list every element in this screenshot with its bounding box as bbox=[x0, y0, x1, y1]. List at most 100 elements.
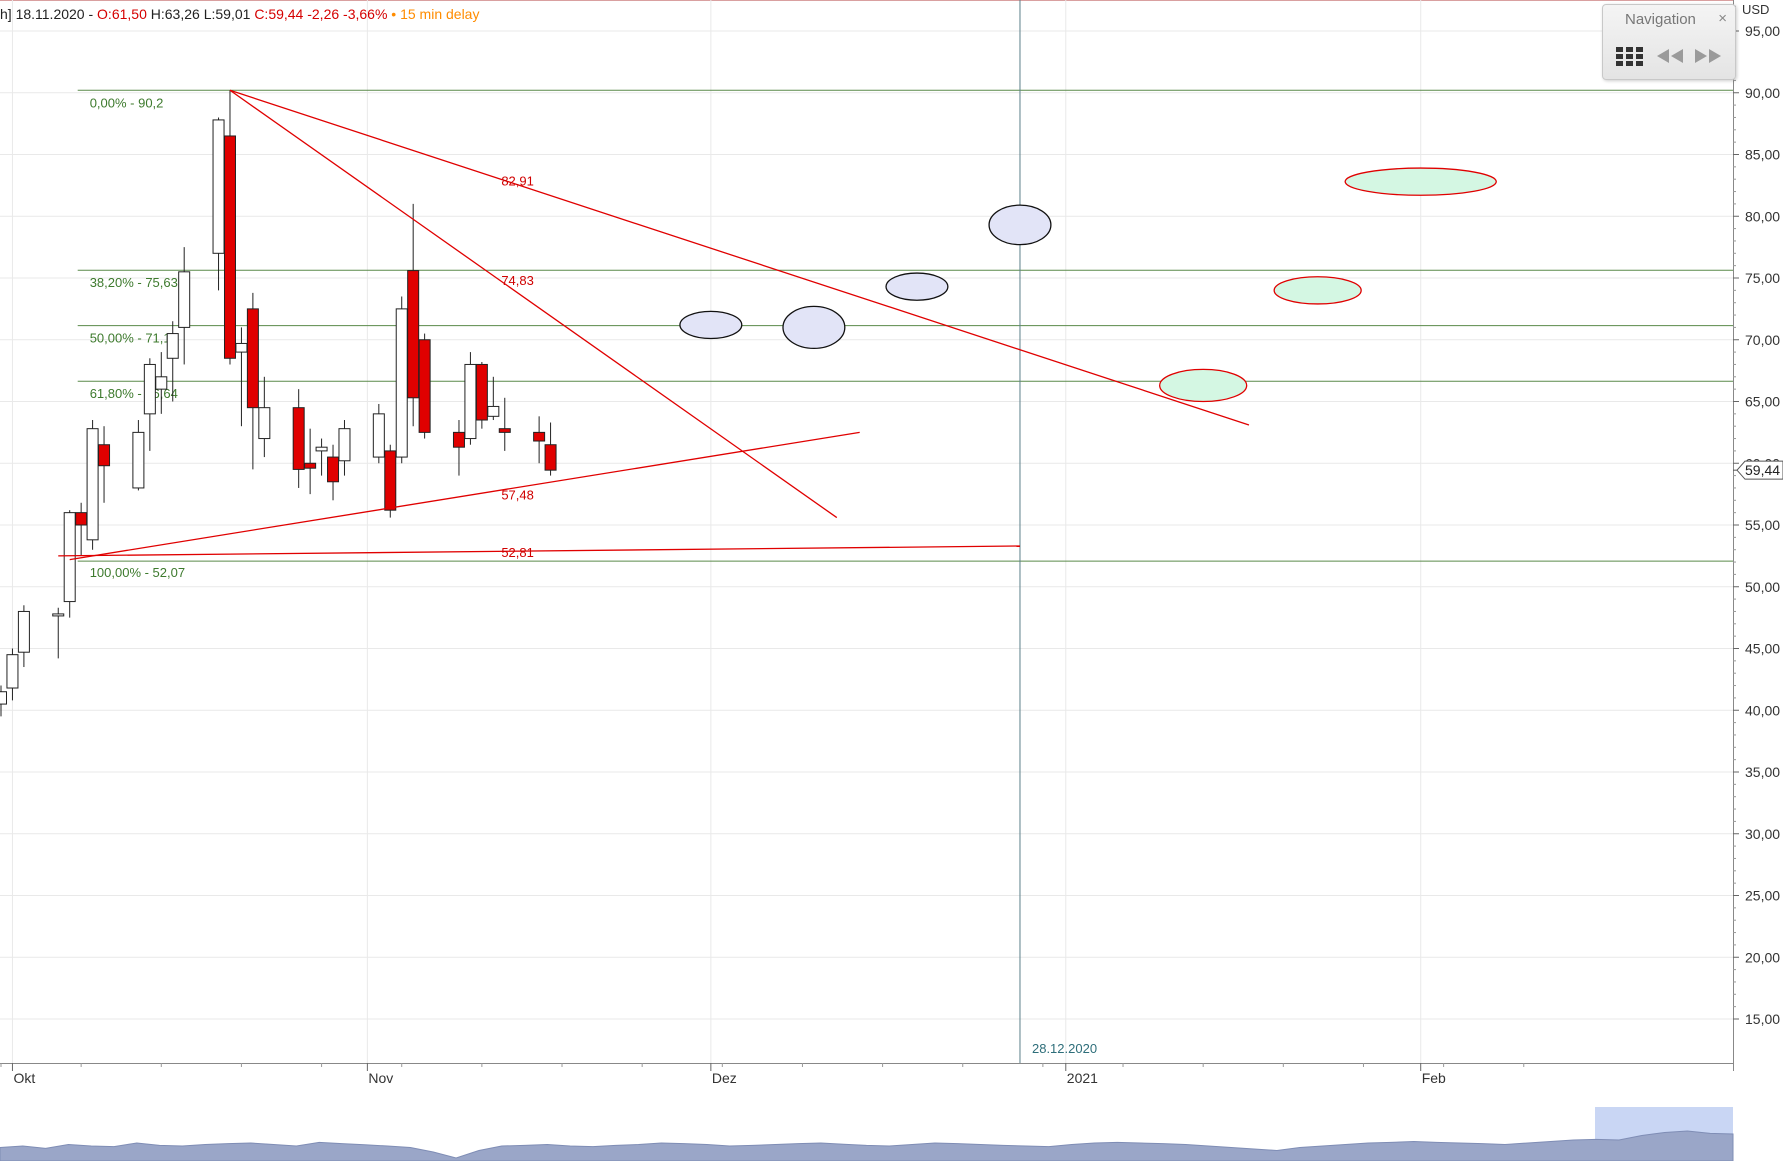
candle bbox=[235, 327, 248, 427]
y-tick-label: 65,00 bbox=[1745, 394, 1780, 410]
trendline-level-label: 57,48 bbox=[501, 487, 534, 502]
header-close: C:59,44 -2,26 -3,66% bbox=[254, 6, 388, 22]
candle-body bbox=[487, 405, 500, 417]
rewind-icon[interactable] bbox=[1655, 45, 1685, 67]
header-high: H:63,26 bbox=[150, 6, 200, 22]
candle-body bbox=[452, 431, 465, 448]
candle-body bbox=[235, 342, 248, 353]
candle-body bbox=[464, 363, 477, 440]
y-tick-label: 30,00 bbox=[1745, 826, 1780, 842]
candle bbox=[143, 358, 156, 451]
candle bbox=[52, 607, 65, 659]
candle-body bbox=[258, 407, 271, 440]
candle bbox=[395, 296, 408, 464]
y-tick-label: 95,00 bbox=[1745, 23, 1780, 39]
candle-body bbox=[132, 431, 145, 489]
candle-body bbox=[338, 428, 351, 462]
candle bbox=[407, 203, 420, 427]
candle-body bbox=[544, 444, 557, 471]
target-ellipse-green bbox=[1344, 167, 1497, 196]
target-ellipse-blue bbox=[988, 204, 1052, 246]
candle-body bbox=[498, 428, 511, 433]
candle bbox=[246, 292, 259, 470]
candle-body bbox=[223, 135, 236, 359]
close-icon[interactable]: × bbox=[1718, 10, 1727, 27]
navigation-panel[interactable]: Navigation × bbox=[1602, 4, 1736, 80]
header-open: O:61,50 bbox=[97, 6, 147, 22]
x-tick-label: Dez bbox=[712, 1070, 737, 1086]
delay-notice: 15 min delay bbox=[400, 6, 480, 22]
ohlc-header: h] 18.11.2020 - O:61,50 H:63,26 L:59,01 … bbox=[0, 6, 479, 22]
y-tick-label: 45,00 bbox=[1745, 641, 1780, 657]
y-tick-label: 50,00 bbox=[1745, 579, 1780, 595]
candle-body bbox=[372, 413, 385, 458]
y-tick-label: 85,00 bbox=[1745, 147, 1780, 163]
grid-icon[interactable] bbox=[1615, 45, 1645, 67]
fast-forward-icon[interactable] bbox=[1693, 45, 1723, 67]
candle-body bbox=[418, 339, 431, 433]
target-ellipse-green bbox=[1159, 368, 1248, 403]
trendline bbox=[229, 89, 838, 519]
candle-body bbox=[395, 308, 408, 458]
candle bbox=[98, 426, 111, 503]
header-low: L:59,01 bbox=[203, 6, 251, 22]
candle bbox=[292, 389, 305, 488]
candle-body bbox=[384, 450, 397, 511]
candle bbox=[178, 247, 191, 365]
candle-body bbox=[166, 333, 179, 359]
y-tick-label: 15,00 bbox=[1745, 1011, 1780, 1027]
fib-label: 38,20% - 75,63 bbox=[90, 275, 178, 290]
last-price-label: 59,44 bbox=[1745, 462, 1780, 478]
candle bbox=[464, 352, 477, 445]
candle bbox=[223, 90, 236, 365]
last-price-badge bbox=[1736, 460, 1783, 480]
candle-body bbox=[63, 512, 76, 603]
x-tick-label: Feb bbox=[1422, 1070, 1446, 1086]
candle-body bbox=[533, 431, 546, 442]
y-tick-label: 20,00 bbox=[1745, 949, 1780, 965]
candle-body bbox=[212, 119, 225, 254]
y-tick-label: 70,00 bbox=[1745, 332, 1780, 348]
y-tick-label: 75,00 bbox=[1745, 270, 1780, 286]
candle bbox=[6, 648, 19, 701]
target-ellipse-blue bbox=[679, 310, 743, 340]
candle-body bbox=[75, 512, 88, 526]
candle-body bbox=[407, 270, 420, 399]
candle-body bbox=[327, 456, 340, 483]
candle bbox=[338, 420, 351, 476]
candle bbox=[63, 510, 76, 618]
trendline bbox=[58, 545, 1020, 557]
candle-body bbox=[17, 610, 30, 653]
trendline bbox=[69, 431, 860, 561]
fib-label: 50,00% - 71,14 bbox=[90, 331, 178, 346]
target-ellipse-blue bbox=[885, 272, 949, 301]
trendline bbox=[229, 89, 1250, 426]
candle-body bbox=[86, 428, 99, 541]
candle bbox=[384, 444, 397, 518]
candle bbox=[166, 321, 179, 402]
target-ellipse-green bbox=[1273, 276, 1362, 305]
candle bbox=[452, 420, 465, 476]
bullet-separator: • bbox=[391, 6, 397, 22]
candle-body bbox=[304, 462, 317, 469]
candle bbox=[17, 605, 30, 668]
candle-body bbox=[246, 308, 259, 409]
candle bbox=[475, 361, 488, 429]
y-tick-label: 80,00 bbox=[1745, 208, 1780, 224]
trendline-level-label: 82,91 bbox=[501, 173, 534, 188]
navigator-area bbox=[0, 1130, 1734, 1161]
y-tick-label: 55,00 bbox=[1745, 517, 1780, 533]
candle-body bbox=[315, 446, 328, 452]
candle bbox=[418, 333, 431, 439]
candle bbox=[327, 444, 340, 501]
candle-body bbox=[6, 654, 19, 689]
candle-body bbox=[98, 444, 111, 467]
x-tick-label: Okt bbox=[13, 1070, 35, 1086]
candle bbox=[75, 502, 88, 556]
candle bbox=[258, 376, 271, 458]
candle bbox=[212, 117, 225, 291]
candle-body bbox=[178, 271, 191, 328]
candle-body bbox=[475, 363, 488, 421]
candle bbox=[487, 376, 500, 421]
